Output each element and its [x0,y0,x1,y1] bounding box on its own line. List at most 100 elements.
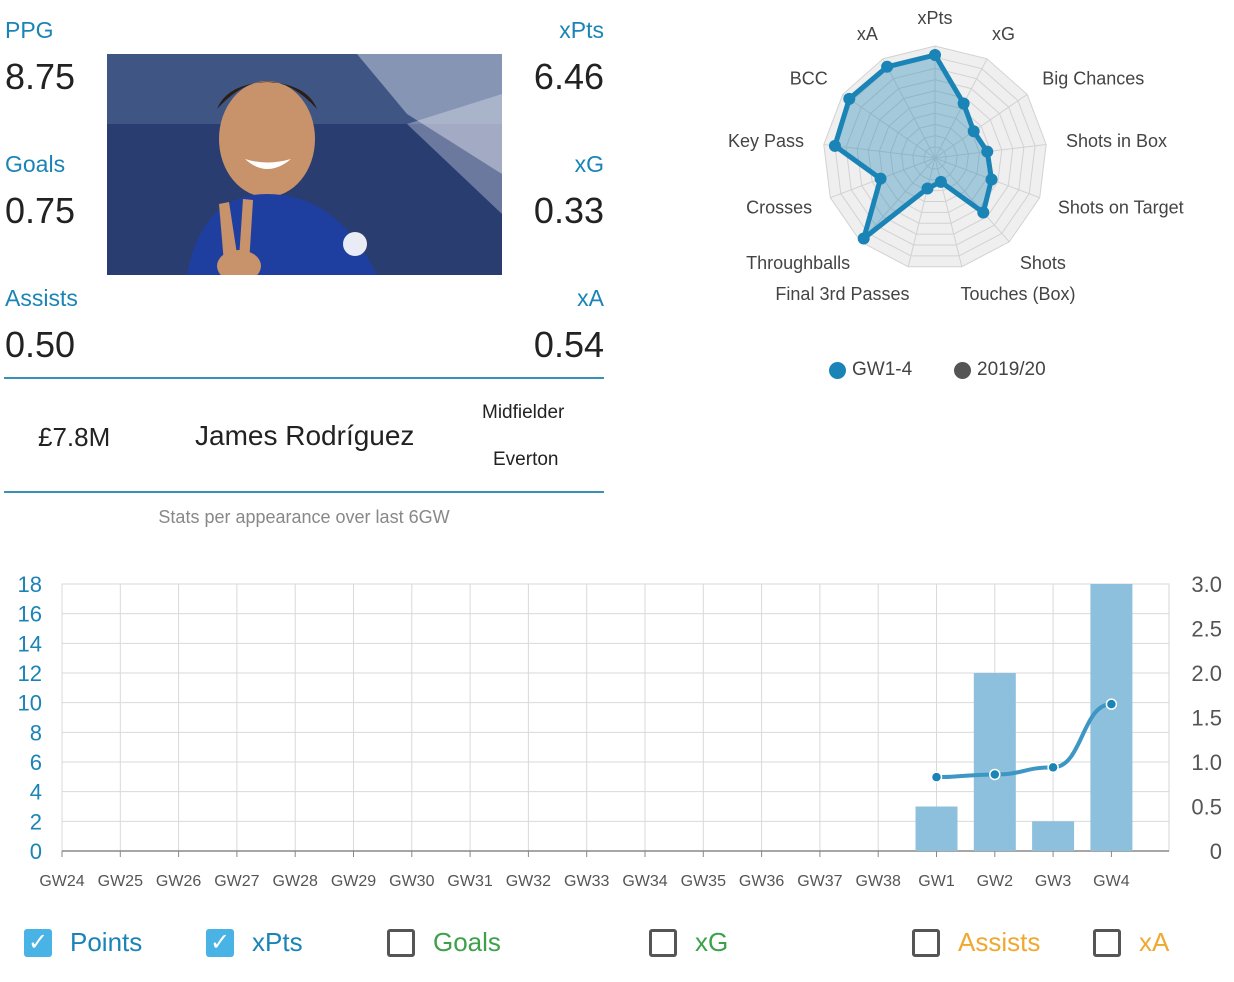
points-bar[interactable] [1090,584,1133,851]
ppg-value: 8.75 [5,56,76,97]
xpts-point[interactable] [1047,761,1059,774]
radar-grid-ring [834,56,1036,257]
x-tick-label: GW28 [273,873,318,890]
radar-point[interactable] [828,139,841,152]
player-photo [107,54,502,275]
toggle-xa[interactable]: xA [1093,927,1169,958]
points-bar[interactable] [973,673,1016,851]
x-tick-label: GW27 [214,873,259,890]
player-name: James Rodríguez [195,420,415,451]
radar-point[interactable] [981,145,994,158]
goals-label: Goals [5,151,66,177]
x-tick-label: GW24 [39,873,84,890]
y-left-tick-label: 8 [30,720,42,745]
checkbox-empty-icon[interactable] [1093,928,1121,957]
radar-point[interactable] [977,206,990,219]
xa-value: 0.54 [533,324,604,365]
radar-spoke [823,144,936,159]
points-chart: 0 2 4 6 8 10 12 14 16 18 0 0.5 1.0 1.5 2.0 2.5 3.0 GW24 GW… [18,572,1222,890]
checkbox-checked-icon[interactable]: ✓ [206,928,234,957]
toggle-xa-label: xA [1139,927,1170,957]
y-left-tick-label: 0 [30,839,42,864]
ppg-label: PPG [5,17,54,43]
y-right-tick-label: 1.5 [1191,706,1222,731]
radar-spoke [882,58,936,159]
xpts-point[interactable] [1105,698,1118,710]
checkbox-empty-icon[interactable] [387,928,415,957]
x-tick-label: GW34 [622,873,667,890]
radar-grid-ring [901,123,969,192]
radar-axis-label: Touches (Box) [961,284,1076,304]
radar-axis-label: Throughballs [746,253,850,273]
xpts-point[interactable] [989,768,1001,781]
radar-spoke [842,93,936,159]
x-tick-label: GW1 [918,873,955,890]
radar-axis-label: Key Pass [728,131,804,151]
checkbox-empty-icon[interactable] [912,928,940,957]
points-bar[interactable] [915,806,958,852]
toggle-assists-label: Assists [958,927,1041,957]
radar-axis-label: xPts [917,8,952,28]
assists-value: 0.50 [5,324,76,365]
toggle-goals-label: Goals [433,927,501,957]
x-tick-label: GW33 [564,873,609,890]
radar-grid-ring [867,90,1003,224]
x-tick-label: GW36 [739,873,784,890]
radar-chart: xPts xG Big Chances Shots in Box Shots on Ta… [728,8,1184,304]
x-tick-label: GW26 [156,873,201,890]
divider-top [4,377,604,379]
legend-dot-icon [829,361,846,379]
toggle-xpts[interactable]: ✓ xPts [206,927,303,958]
radar-point[interactable] [857,232,870,245]
xg-label: xG [574,151,604,177]
radar-grid-ring [845,67,1025,246]
toggle-goals[interactable]: Goals [387,927,501,958]
toggle-assists[interactable]: Assists [912,927,1040,958]
y-left-tick-label: 18 [18,572,42,597]
toggle-xg-label: xG [695,927,729,957]
y-left-tick-label: 2 [30,809,42,834]
x-tick-label: GW31 [447,873,492,890]
radar-point[interactable] [985,173,998,186]
radar-point[interactable] [967,125,980,138]
toggle-xg[interactable]: xG [649,927,728,958]
points-bar[interactable] [1032,821,1075,851]
y-left-tick-label: 10 [18,691,42,716]
radar-axis-label: Shots on Target [1058,198,1184,218]
y-right-tick-label: 2.5 [1191,617,1222,642]
y-left-tick-label: 14 [18,631,42,656]
radar-legend-season-label: 2019/20 [977,359,1046,380]
radar-point[interactable] [843,92,856,105]
radar-point[interactable] [957,97,970,110]
radar-point[interactable] [929,48,941,61]
x-tick-label: GW3 [1035,873,1072,890]
toggle-points[interactable]: ✓ Points [24,927,142,958]
xpts-line [936,702,1112,780]
x-tick-label: GW30 [389,873,434,890]
radar-legend-season[interactable]: 2019/20 [954,359,1046,381]
checkbox-empty-icon[interactable] [649,928,677,957]
radar-axis-label: BCC [790,68,828,88]
radar-spoke [934,93,1028,159]
radar-axis-label: Final 3rd Passes [775,284,909,304]
y-right-tick-label: 0 [1210,839,1222,864]
radar-point[interactable] [881,60,894,73]
radar-axis-label: Big Chances [1042,68,1144,88]
radar-legend-gw[interactable]: GW1-4 [829,359,912,381]
radar-point[interactable] [934,175,947,188]
y-left-tick-label: 4 [30,780,42,805]
x-tick-label: GW37 [797,873,842,890]
xa-label: xA [577,285,604,311]
radar-legend-gw-label: GW1-4 [852,359,913,380]
player-position: Midfielder [482,402,565,423]
checkbox-checked-icon[interactable]: ✓ [24,928,52,957]
radar-point[interactable] [874,172,887,185]
radar-point[interactable] [921,182,934,195]
radar-axis-label: Shots [1020,253,1066,273]
x-tick-label: GW29 [331,873,376,890]
player-team: Everton [493,449,559,470]
y-left-tick-label: 12 [18,661,42,686]
radar-axis-label: Crosses [746,198,812,218]
radar-spoke [860,157,936,243]
xpts-point[interactable] [930,771,943,783]
